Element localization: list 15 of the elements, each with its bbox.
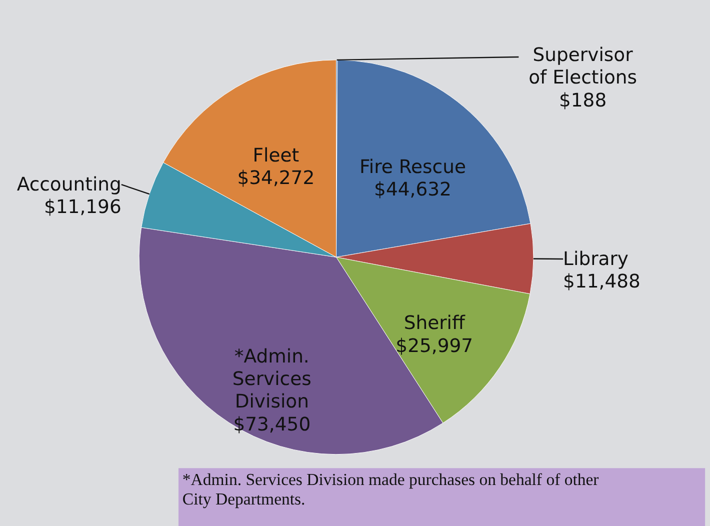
data-label: $188 <box>558 90 607 112</box>
slice-label: Accounting <box>16 174 122 196</box>
slice-label: *Admin. Services Division <box>232 346 312 413</box>
data-label: $34,272 <box>237 168 315 189</box>
slice-label: Sheriff <box>404 313 466 334</box>
slice-label: Library <box>563 248 629 270</box>
data-label: $11,488 <box>563 272 640 293</box>
data-label: $73,450 <box>233 414 311 436</box>
slice-label: Fleet <box>252 145 300 166</box>
data-label: $25,997 <box>396 336 474 357</box>
data-label: $44,632 <box>374 179 452 200</box>
slice-label: Fire Rescue <box>360 156 466 178</box>
text: *Admin. Services Division made purchases on behalf of other City Departments. <box>182 470 600 509</box>
data-label: $11,196 <box>44 197 122 218</box>
slice-label: Supervisor of Elections <box>528 44 638 89</box>
